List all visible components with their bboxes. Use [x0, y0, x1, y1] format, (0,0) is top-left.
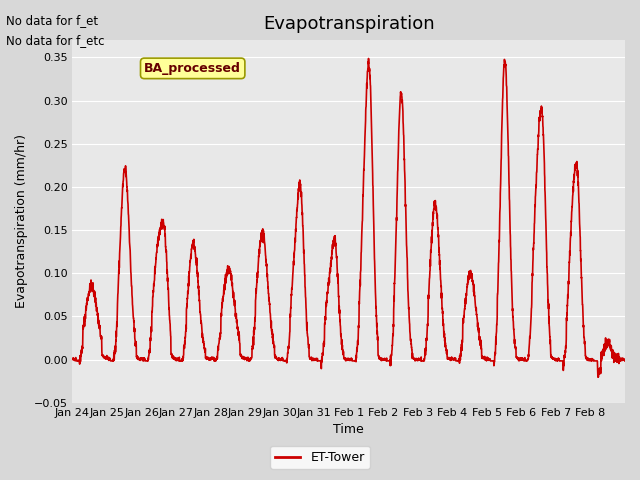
X-axis label: Time: Time — [333, 423, 364, 436]
Text: No data for f_etc: No data for f_etc — [6, 34, 105, 47]
Title: Evapotranspiration: Evapotranspiration — [263, 15, 435, 33]
Text: BA_processed: BA_processed — [144, 62, 241, 75]
Text: No data for f_et: No data for f_et — [6, 14, 99, 27]
Y-axis label: Evapotranspiration (mm/hr): Evapotranspiration (mm/hr) — [15, 134, 28, 309]
Legend: ET-Tower: ET-Tower — [270, 446, 370, 469]
